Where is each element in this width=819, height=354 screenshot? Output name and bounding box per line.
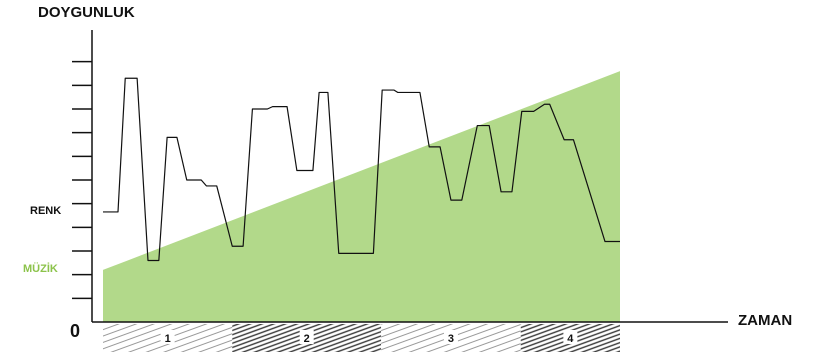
line-series-renk (103, 77, 620, 262)
area-series-muzik (103, 71, 620, 322)
time-segment-label: 4 (567, 333, 574, 345)
time-segment-label: 1 (165, 333, 171, 345)
x-axis-label: ZAMAN (738, 312, 793, 329)
series-label-muzik: MÜZİK (23, 263, 58, 275)
y-axis-label: DOYGUNLUK (38, 4, 135, 21)
time-segment-label-bg (299, 330, 314, 344)
time-segment-label-bg (160, 330, 175, 344)
time-segment-label-bg (443, 330, 458, 344)
time-segment-label: 2 (304, 333, 310, 345)
time-segment-label-bg (563, 330, 578, 344)
origin-label: 0 (70, 321, 81, 341)
time-segment-label: 3 (448, 333, 454, 345)
series-label-renk: RENK (30, 205, 62, 217)
